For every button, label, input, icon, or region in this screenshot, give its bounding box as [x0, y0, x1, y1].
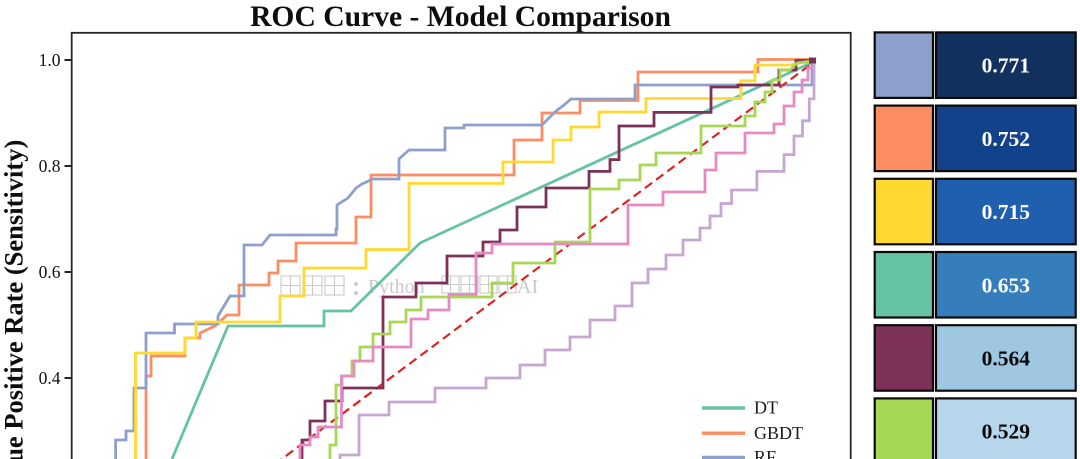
svg-text:0.771: 0.771 [982, 54, 1030, 78]
svg-text:0.529: 0.529 [982, 420, 1030, 444]
svg-text:AI: AI [517, 276, 538, 298]
svg-text:GBDT: GBDT [754, 423, 803, 443]
svg-text:RF: RF [754, 447, 776, 459]
svg-text:1.0: 1.0 [39, 50, 61, 70]
svg-text:0.715: 0.715 [982, 200, 1030, 224]
svg-text:0.8: 0.8 [39, 156, 61, 176]
svg-text:0.4: 0.4 [39, 368, 61, 388]
svg-text:True Positive Rate (Sensitivit: True Positive Rate (Sensitivity) [0, 140, 29, 459]
svg-text:ROC Curve - Model Comparison: ROC Curve - Model Comparison [250, 1, 671, 33]
svg-text:0.752: 0.752 [982, 127, 1030, 151]
svg-text:DT: DT [754, 398, 778, 418]
svg-text:0.564: 0.564 [982, 346, 1031, 370]
svg-text:0.6: 0.6 [39, 262, 61, 282]
svg-text:0.653: 0.653 [982, 273, 1031, 297]
